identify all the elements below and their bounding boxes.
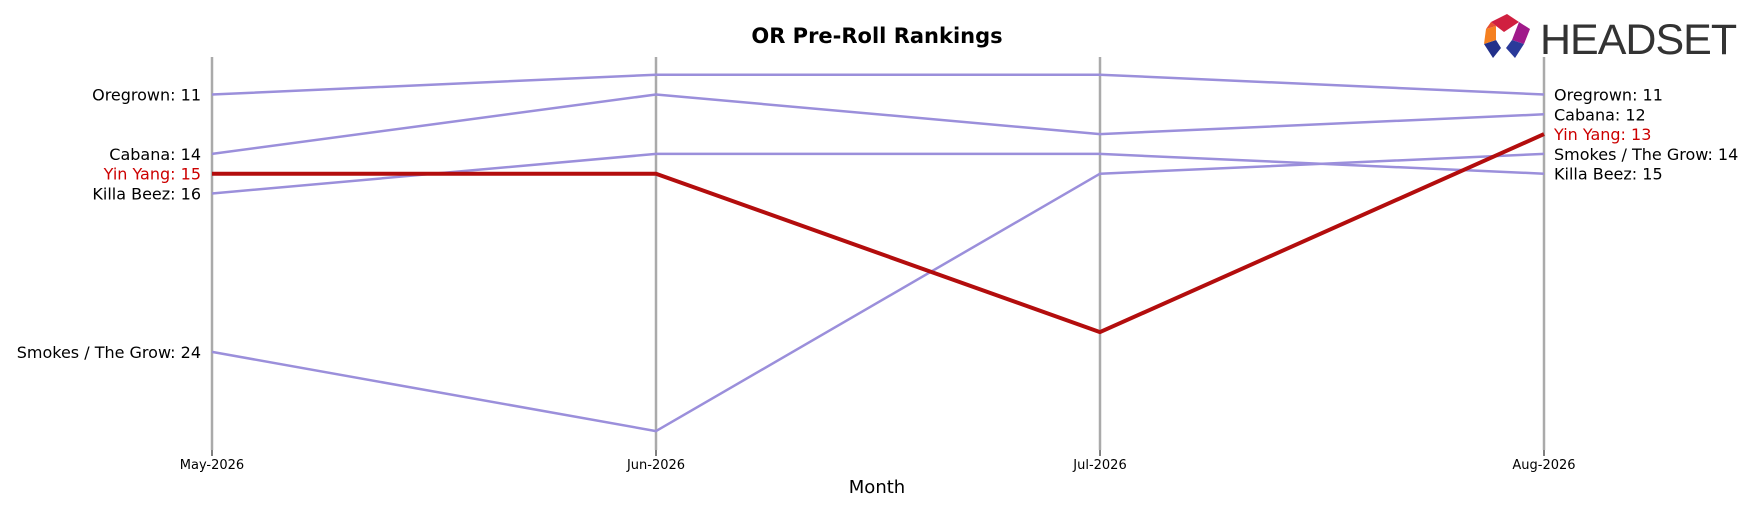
start-label: Smokes / The Grow: 24 bbox=[17, 343, 201, 362]
axes bbox=[210, 57, 1546, 456]
end-label: Smokes / The Grow: 14 bbox=[1554, 145, 1738, 164]
start-label: Cabana: 14 bbox=[109, 145, 201, 164]
x-axis-label: Month bbox=[849, 477, 905, 498]
series-line-smokes-the-grow bbox=[211, 152, 1545, 433]
end-label: Killa Beez: 15 bbox=[1554, 165, 1663, 184]
chart-title: OR Pre-Roll Rankings bbox=[751, 24, 1002, 48]
headset-logo: HEADSET bbox=[1484, 14, 1738, 64]
x-tick-label: Aug-2026 bbox=[1512, 458, 1575, 473]
series-line-cabana bbox=[211, 93, 1545, 156]
x-tick-labels: May-2026 Jun-2026 Jul-2026 Aug-2026 bbox=[180, 458, 1576, 473]
end-label: Oregrown: 11 bbox=[1554, 86, 1663, 105]
logo-text: HEADSET bbox=[1540, 16, 1737, 64]
x-tick-label: May-2026 bbox=[180, 458, 244, 473]
series-line-oregrown bbox=[211, 73, 1545, 96]
start-label: Killa Beez: 16 bbox=[92, 185, 201, 204]
start-label: Yin Yang: 15 bbox=[103, 165, 201, 184]
headset-hexagon-icon bbox=[1484, 14, 1530, 58]
series-line-yin-yang bbox=[212, 132, 1545, 335]
x-tick-label: Jun-2026 bbox=[626, 458, 685, 473]
end-label: Yin Yang: 13 bbox=[1553, 125, 1651, 144]
series-lines bbox=[211, 73, 1545, 433]
x-tick-label: Jul-2026 bbox=[1072, 458, 1126, 473]
start-label: Oregrown: 11 bbox=[92, 86, 201, 105]
end-label: Cabana: 12 bbox=[1554, 105, 1646, 124]
